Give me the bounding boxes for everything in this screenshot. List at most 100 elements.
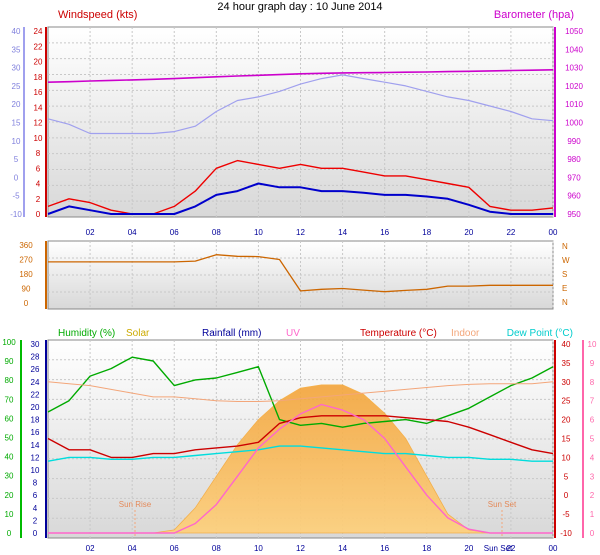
x-tick-label-wind: 00 xyxy=(549,228,558,237)
baro-axis-tick: 1020 xyxy=(565,82,583,91)
series-layer xyxy=(47,69,554,534)
temperature-label: Temperature (°C) xyxy=(360,328,437,339)
x-tick-label-lower: 18 xyxy=(422,544,431,553)
dewpoint-line xyxy=(47,445,553,462)
humidity-label: Humidity (%) xyxy=(58,328,115,339)
dir-axis-tick: 360 xyxy=(19,241,33,250)
uv-axis-tick: 5 xyxy=(590,435,595,444)
rain-axis-tick: 6 xyxy=(33,491,38,500)
wind-axis-tick: 18 xyxy=(34,73,43,82)
rain-axis-tick: 26 xyxy=(31,365,40,374)
baro-axis-tick: 980 xyxy=(567,155,581,164)
dir-compass-tick: N xyxy=(562,298,568,307)
hum-axis-tick: 60 xyxy=(5,414,14,423)
uv-line xyxy=(48,403,553,534)
x-tick-label-lower: 02 xyxy=(86,544,95,553)
baro-axis-tick: 990 xyxy=(567,137,581,146)
rain-axis-tick: 4 xyxy=(33,504,38,513)
uv-axis-tick: 0 xyxy=(590,529,595,538)
wind-axis-tick: 16 xyxy=(34,88,43,97)
uv-axis-tick: 6 xyxy=(590,416,595,425)
baro-axis-tick: 1030 xyxy=(565,64,583,73)
temp-axis-tick: 10 xyxy=(562,453,571,462)
x-tick-label-lower: 10 xyxy=(254,544,263,553)
x-tick-label-wind: 12 xyxy=(296,228,305,237)
blue-axis-tick: 0 xyxy=(14,173,19,182)
baro-axis-tick: 1010 xyxy=(565,100,583,109)
baro-axis-tick: 950 xyxy=(567,210,581,219)
wind-axis-tick: 6 xyxy=(36,164,41,173)
temp-axis-tick: 40 xyxy=(562,340,571,349)
blue-axis-tick: 30 xyxy=(12,64,21,73)
wind-axis-tick: 24 xyxy=(34,27,43,36)
dir-compass-tick: W xyxy=(562,256,570,265)
x-tick-label-wind: 20 xyxy=(464,228,473,237)
x-tick-label-lower: 16 xyxy=(380,544,389,553)
hum-axis-tick: 70 xyxy=(5,395,14,404)
x-tick-label-lower: 14 xyxy=(338,544,347,553)
temperature-blue-line xyxy=(47,74,554,135)
uv-axis-tick: 3 xyxy=(590,472,595,481)
temp-axis-tick: 5 xyxy=(564,472,569,481)
rain-axis-tick: 22 xyxy=(31,390,40,399)
temp-axis-tick: 30 xyxy=(562,378,571,387)
dir-compass-tick: E xyxy=(562,284,567,293)
dir-compass-tick: S xyxy=(562,270,567,279)
tick-layer: 0202040406060808101012121414161618182020… xyxy=(2,27,597,553)
blue-axis-tick: -10 xyxy=(10,210,22,219)
x-tick-label-lower: 20 xyxy=(464,544,473,553)
temp-axis-tick: 35 xyxy=(562,359,571,368)
temp-axis-tick: 15 xyxy=(562,435,571,444)
indoor-label: Indoor xyxy=(451,328,480,339)
wind-axis-tick: 8 xyxy=(36,149,41,158)
hum-axis-tick: 20 xyxy=(5,491,14,500)
x-tick-label-wind: 02 xyxy=(86,228,95,237)
temp-axis-tick: 0 xyxy=(564,491,569,500)
baro-axis-tick: 960 xyxy=(567,192,581,201)
dir-axis-tick: 180 xyxy=(19,270,33,279)
temp-axis-tick: 25 xyxy=(562,397,571,406)
sunset-label: Sun Set xyxy=(488,500,517,509)
dir-axis-tick: 270 xyxy=(19,256,33,265)
wind-axis-tick: 12 xyxy=(34,119,43,128)
temp-axis-tick: -10 xyxy=(560,529,572,538)
blue-axis-tick: 5 xyxy=(14,155,19,164)
hum-axis-tick: 80 xyxy=(5,376,14,385)
hum-axis-tick: 40 xyxy=(5,453,14,462)
temperature-line xyxy=(47,415,554,459)
hum-axis-tick: 50 xyxy=(5,434,14,443)
solar-label: Solar xyxy=(126,328,150,339)
x-tick-label-wind: 22 xyxy=(506,228,515,237)
x-tick-label-lower: 04 xyxy=(128,544,137,553)
blue-axis-tick: 25 xyxy=(12,82,21,91)
hum-axis-tick: 90 xyxy=(5,357,14,366)
uv-axis-tick: 1 xyxy=(590,510,595,519)
rain-axis-tick: 14 xyxy=(31,441,40,450)
baro-axis-tick: 970 xyxy=(567,173,581,182)
dewpoint-label: Dew Point (°C) xyxy=(507,328,573,339)
baro-axis-tick: 1040 xyxy=(565,45,583,54)
hum-axis-tick: 30 xyxy=(5,472,14,481)
blue-axis-tick: 10 xyxy=(12,137,21,146)
wind-axis-tick: 0 xyxy=(36,210,41,219)
x-tick-label-lower: 12 xyxy=(296,544,305,553)
uv-axis-tick: 7 xyxy=(590,397,595,406)
uv-axis-tick: 2 xyxy=(590,491,595,500)
rain-axis-tick: 18 xyxy=(31,416,40,425)
hum-axis-tick: 10 xyxy=(5,510,14,519)
blue-axis-tick: 35 xyxy=(12,45,21,54)
uv-label: UV xyxy=(286,328,300,339)
rain-axis-tick: 12 xyxy=(31,453,40,462)
x-tick-label-wind: 04 xyxy=(128,228,137,237)
uv-axis-tick: 9 xyxy=(590,359,595,368)
humidity-line xyxy=(47,356,554,428)
wind-direction-line xyxy=(48,254,553,293)
graph-title: 24 hour graph day : 10 June 2014 xyxy=(217,1,382,13)
x-tick-label-wind: 10 xyxy=(254,228,263,237)
wind-axis-tick: 10 xyxy=(34,134,43,143)
rain-axis-tick: 10 xyxy=(31,466,40,475)
rainfall-label: Rainfall (mm) xyxy=(202,328,261,339)
indoor-line xyxy=(47,381,554,402)
